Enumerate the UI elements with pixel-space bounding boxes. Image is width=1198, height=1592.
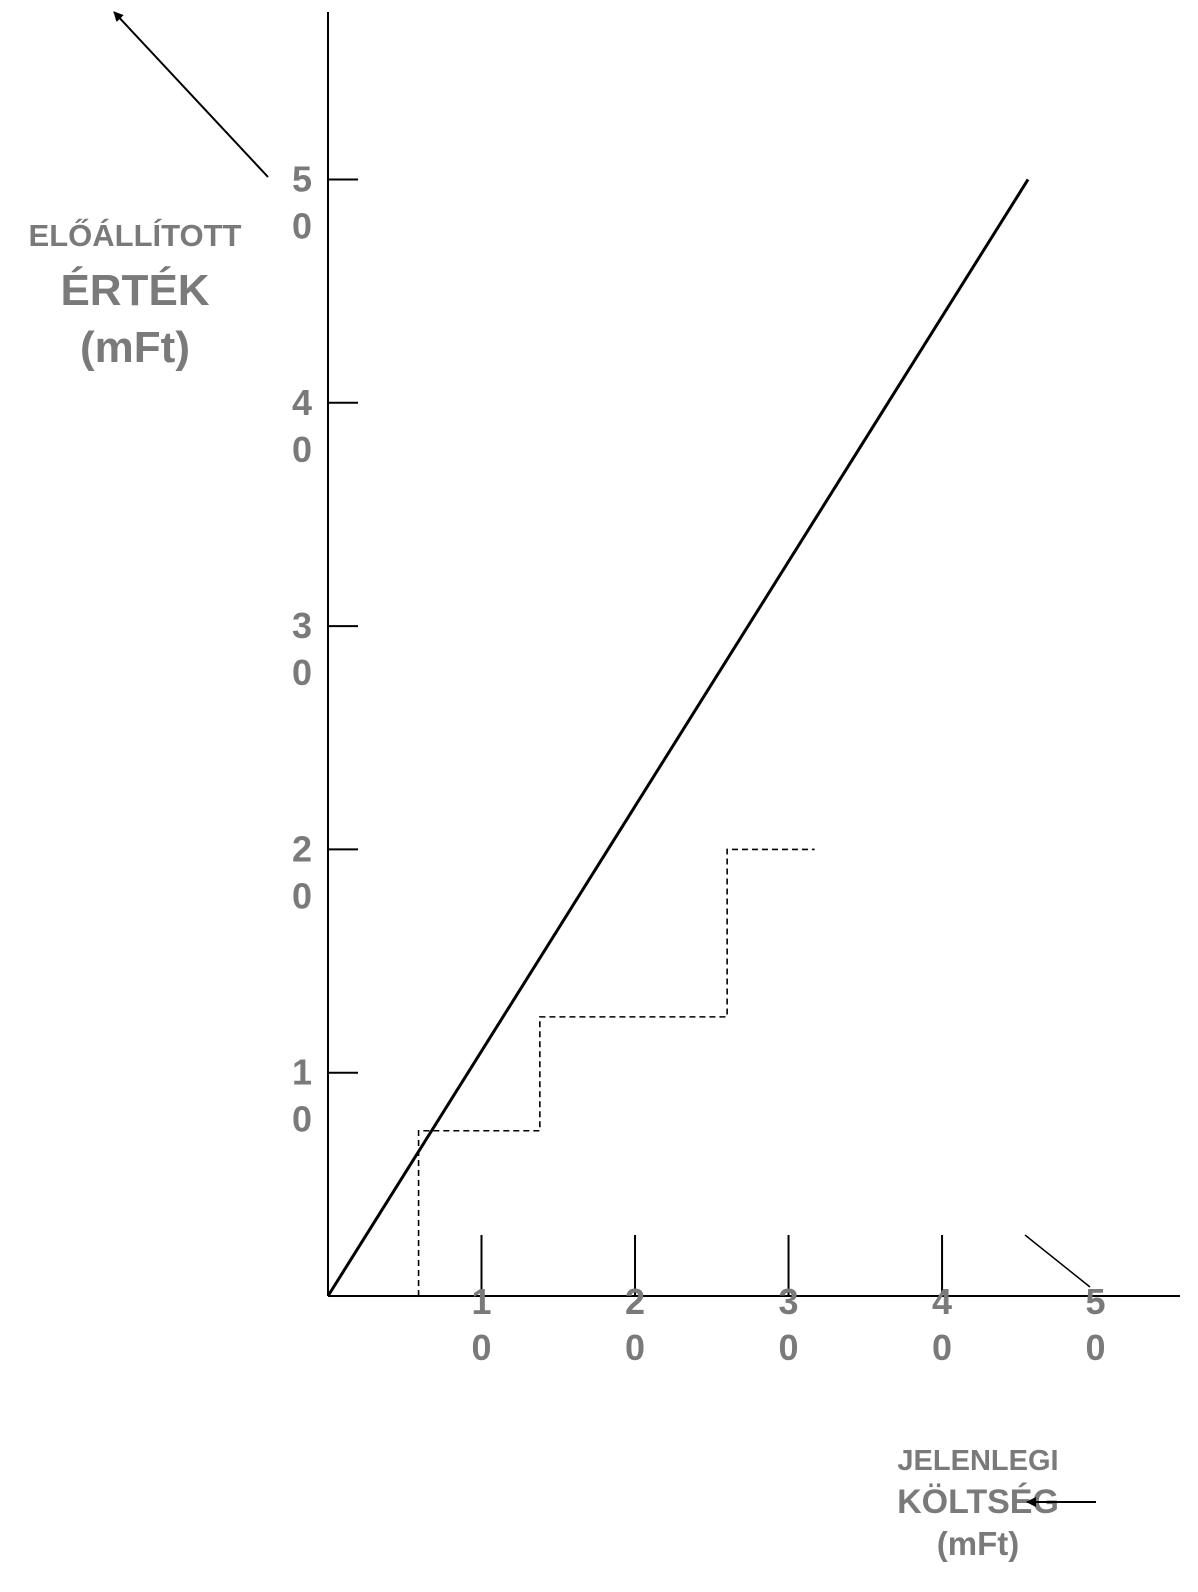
y-tick-label: 1 <box>292 1052 312 1093</box>
x-tick-label: 1 <box>471 1281 491 1322</box>
x-tick-label: 0 <box>1086 1327 1106 1368</box>
x-tick-label: 0 <box>471 1327 491 1368</box>
y-tick-label: 4 <box>292 382 312 423</box>
x-tick-label: 2 <box>625 1281 645 1322</box>
y-tick-label: 0 <box>292 429 312 470</box>
y-tick-label: 0 <box>292 1099 312 1140</box>
x-axis-title-line3: (mFt) <box>937 1525 1019 1562</box>
y-tick-label: 3 <box>292 605 312 646</box>
y-tick-label: 0 <box>292 205 312 246</box>
series-line-solid <box>326 178 1030 1297</box>
y-tick-label: 0 <box>292 875 312 916</box>
x-tick-label: 0 <box>932 1327 952 1368</box>
x-tick-label: 4 <box>932 1281 952 1322</box>
y-tick-label: 0 <box>292 652 312 693</box>
y-axis-title-line2: ÉRTÉK <box>60 265 209 315</box>
y-tick-label: 5 <box>292 158 312 199</box>
x-axis-title-line1: JELENLEGI <box>897 1445 1058 1477</box>
x-tick-label: 0 <box>625 1327 645 1368</box>
x-tick-label: 0 <box>779 1327 799 1368</box>
y-axis-title-line3: (mFt) <box>80 323 190 372</box>
x-axis-title-pointer <box>1024 1234 1091 1288</box>
y-tick-label: 2 <box>292 828 312 869</box>
x-tick-label: 5 <box>1086 1281 1106 1322</box>
y-axis-title-line1: ELŐÁLLÍTOTT <box>29 217 242 253</box>
y-axis-title-arrow <box>113 11 269 178</box>
series-line-dashed <box>417 848 815 1296</box>
x-tick-label: 3 <box>779 1281 799 1322</box>
